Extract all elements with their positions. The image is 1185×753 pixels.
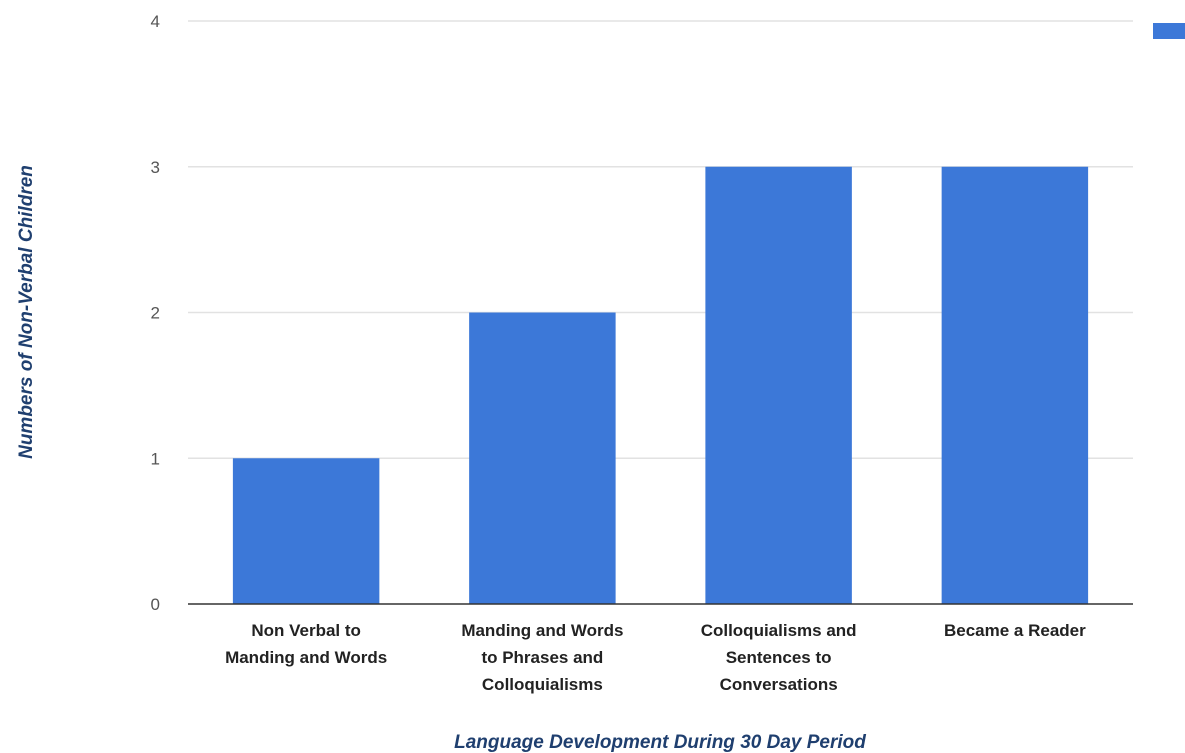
y-tick-label: 1 <box>151 449 160 468</box>
x-category-label-line: Conversations <box>720 675 838 694</box>
y-tick-label: 2 <box>151 304 160 323</box>
legend <box>1153 23 1185 39</box>
bars <box>232 166 1089 604</box>
x-category-label-line: Manding and Words <box>225 648 387 667</box>
x-category-label-line: Colloquialisms <box>482 675 603 694</box>
x-category-label: Colloquialisms and Sentences to Conversati… <box>701 621 857 694</box>
x-category-label-line: Sentences to <box>726 648 832 667</box>
bar <box>469 312 616 604</box>
x-category-label-line: Colloquialisms and <box>701 621 857 640</box>
legend-swatch <box>1153 23 1185 39</box>
x-category-label: Became a Reader <box>944 621 1086 640</box>
bar <box>705 166 852 604</box>
x-category-label-line: Became a Reader <box>944 621 1086 640</box>
y-tick-label: 3 <box>151 158 160 177</box>
x-category-label-line: Non Verbal to <box>251 621 361 640</box>
y-axis-title: Numbers of Non-Verbal Children <box>16 165 37 459</box>
y-tick-label: 4 <box>151 12 160 31</box>
y-tick-label: 0 <box>151 595 160 614</box>
x-category-label: Manding and Words to Phrases and Colloquia… <box>461 621 623 694</box>
x-category-label-line: to Phrases and <box>481 648 603 667</box>
x-category-label: Non Verbal to Manding and Words <box>225 621 387 667</box>
x-axis-title: Language Development During 30 Day Perio… <box>454 732 866 753</box>
y-axis-ticks: 0 1 2 3 4 <box>151 12 160 614</box>
x-category-label-line: Manding and Words <box>461 621 623 640</box>
bar <box>232 458 380 604</box>
bar <box>941 166 1089 604</box>
